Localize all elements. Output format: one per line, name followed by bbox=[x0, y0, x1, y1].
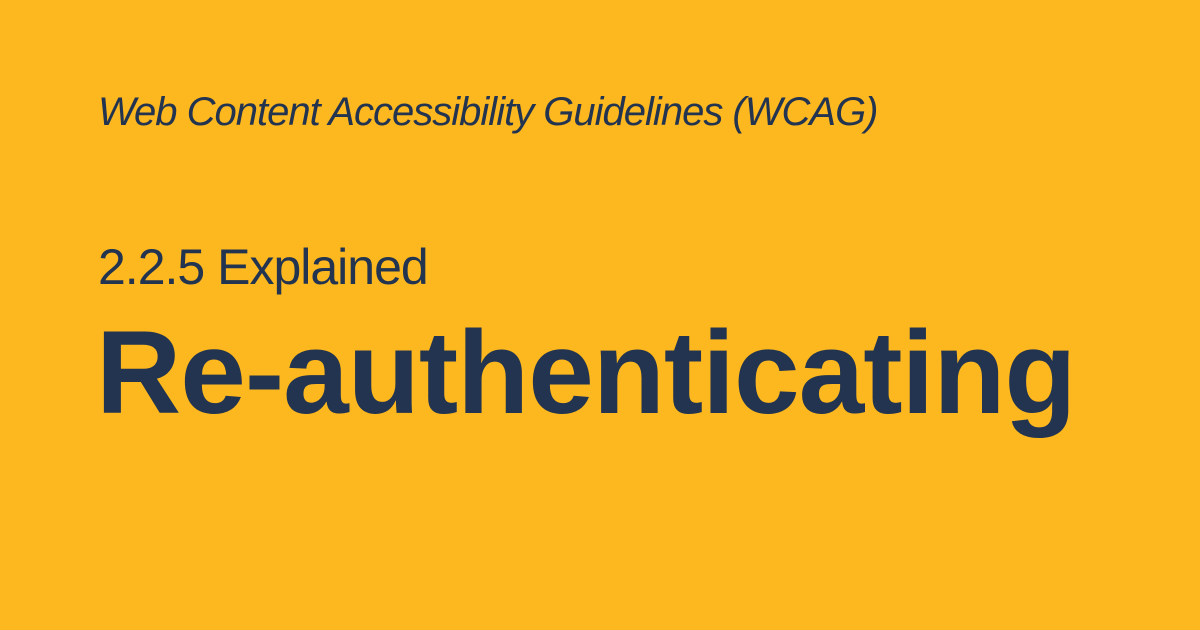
page-title: Re-authenticating bbox=[96, 307, 1076, 439]
kicker-text: Web Content Accessibility Guidelines (WC… bbox=[98, 90, 878, 134]
section-subtitle: 2.2.5 Explained bbox=[98, 239, 429, 295]
